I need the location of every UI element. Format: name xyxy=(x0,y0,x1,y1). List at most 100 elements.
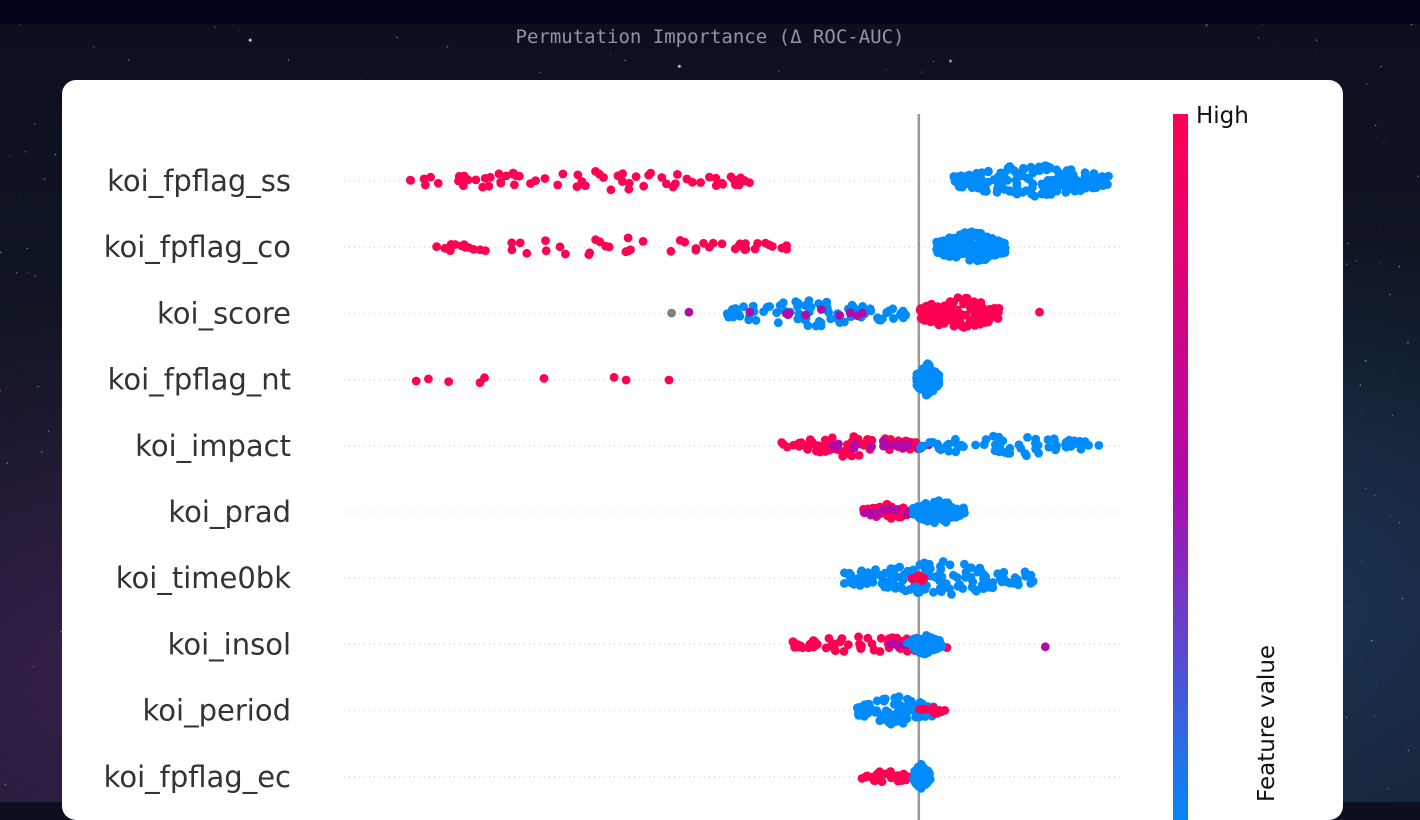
data-point xyxy=(751,316,761,325)
data-point xyxy=(882,308,892,318)
data-point xyxy=(952,573,962,582)
data-point xyxy=(949,509,959,519)
data-point xyxy=(953,305,962,315)
data-point xyxy=(944,249,954,259)
data-point xyxy=(1044,181,1053,191)
data-point xyxy=(459,171,469,181)
data-point xyxy=(903,638,912,648)
data-point xyxy=(772,308,781,318)
data-point xyxy=(886,440,896,450)
data-point xyxy=(584,250,594,260)
data-point xyxy=(951,447,961,457)
data-point xyxy=(1038,188,1048,198)
data-point xyxy=(932,371,942,381)
data-point xyxy=(888,571,897,581)
data-point xyxy=(764,240,774,250)
feature-label: koi_fpflag_nt xyxy=(108,363,291,397)
data-point xyxy=(778,298,788,307)
data-point xyxy=(726,172,736,182)
data-point xyxy=(843,444,852,454)
data-point xyxy=(750,244,760,254)
data-point xyxy=(411,376,421,386)
data-point xyxy=(995,443,1005,452)
data-point xyxy=(839,579,849,588)
data-point xyxy=(432,242,441,252)
data-point xyxy=(777,438,787,447)
data-point xyxy=(924,559,934,569)
data-point xyxy=(480,373,489,383)
data-point xyxy=(876,633,886,643)
data-point xyxy=(522,248,532,258)
data-point xyxy=(992,184,1002,194)
data-point xyxy=(996,168,1006,178)
data-point xyxy=(863,633,873,643)
data-point xyxy=(949,172,959,182)
data-point xyxy=(919,373,928,383)
data-point xyxy=(911,712,921,722)
data-point xyxy=(983,167,993,177)
data-point xyxy=(867,435,877,445)
data-point xyxy=(967,227,976,237)
data-point xyxy=(631,172,641,181)
data-point xyxy=(924,389,933,399)
data-point xyxy=(541,236,550,246)
data-point xyxy=(591,167,600,176)
data-point xyxy=(872,569,881,578)
data-point xyxy=(803,445,813,454)
data-point xyxy=(983,252,993,262)
data-point xyxy=(1021,186,1031,195)
data-point xyxy=(406,176,416,185)
data-point xyxy=(1061,442,1071,452)
data-point xyxy=(901,711,911,721)
data-point xyxy=(921,772,931,782)
data-point xyxy=(814,441,824,451)
data-point xyxy=(894,692,904,702)
data-point xyxy=(581,181,590,190)
data-point xyxy=(609,373,619,382)
data-point xyxy=(872,696,882,706)
data-point xyxy=(918,575,928,585)
data-point xyxy=(1065,436,1074,446)
data-point xyxy=(810,637,820,647)
data-point xyxy=(1014,580,1023,590)
data-point xyxy=(791,297,801,307)
colorbar-title: Feature value xyxy=(1254,645,1280,802)
data-point xyxy=(935,576,944,586)
data-point xyxy=(940,706,950,715)
data-point xyxy=(949,297,958,307)
data-point xyxy=(805,435,815,444)
data-point xyxy=(903,701,913,710)
data-point xyxy=(849,579,859,589)
data-point xyxy=(954,182,964,192)
data-point xyxy=(1009,166,1019,176)
data-point xyxy=(883,707,893,717)
data-point xyxy=(1086,176,1096,186)
data-point xyxy=(673,170,682,179)
data-point xyxy=(863,568,873,578)
data-point xyxy=(847,451,857,461)
data-point xyxy=(910,767,920,776)
data-point xyxy=(638,237,648,246)
data-point xyxy=(973,313,983,322)
data-point xyxy=(890,564,900,574)
colorbar-high-label: High xyxy=(1196,103,1249,129)
data-point xyxy=(1098,181,1108,191)
data-point xyxy=(869,645,879,655)
data-point xyxy=(968,577,978,587)
data-point xyxy=(469,245,478,254)
data-point xyxy=(832,442,842,452)
data-point xyxy=(921,499,931,508)
data-point xyxy=(618,177,627,186)
data-point xyxy=(872,510,881,520)
data-point xyxy=(893,776,903,786)
data-point xyxy=(1031,434,1041,444)
data-point xyxy=(835,311,845,320)
data-point xyxy=(460,242,470,252)
data-point xyxy=(877,777,887,786)
data-point xyxy=(1020,567,1030,577)
data-point xyxy=(865,305,875,315)
data-point xyxy=(915,444,925,453)
data-point xyxy=(666,246,676,256)
data-point xyxy=(955,316,964,325)
data-point xyxy=(1054,168,1064,178)
